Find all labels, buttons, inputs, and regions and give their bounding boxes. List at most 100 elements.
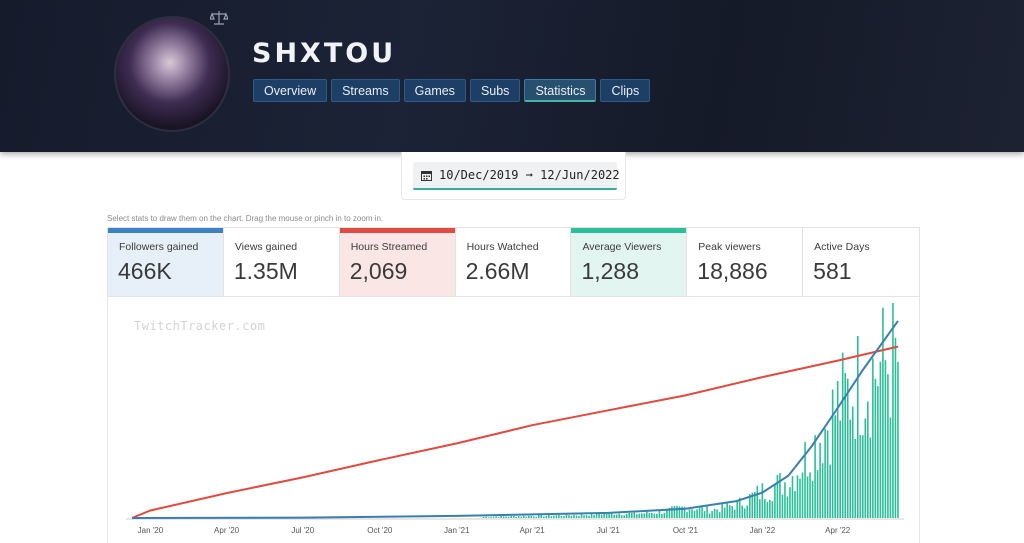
viewers-bar: [686, 512, 688, 518]
viewers-bar: [718, 512, 721, 518]
tab-overview[interactable]: Overview: [253, 79, 328, 102]
tab-subs[interactable]: Subs: [469, 79, 521, 102]
date-range-picker[interactable]: 10/Dec/2019 ➞ 12/Jun/2022: [413, 162, 620, 190]
tab-statistics[interactable]: Statistics: [524, 79, 597, 102]
viewers-bar: [610, 512, 613, 518]
viewers-bar: [485, 516, 487, 518]
viewers-bar: [482, 516, 485, 518]
viewers-bar: [872, 358, 874, 518]
viewers-bar: [512, 516, 515, 518]
viewers-bar: [688, 509, 691, 518]
viewers-bar: [703, 511, 706, 518]
viewers-bar: [864, 418, 867, 518]
viewers-bar: [678, 506, 681, 518]
viewers-bar: [600, 514, 603, 518]
stat-label: Active Days: [814, 241, 870, 253]
viewers-bar: [809, 472, 811, 518]
viewers-bar: [799, 478, 801, 518]
x-tick-label: Jan '20: [138, 526, 164, 535]
channel-tabs: Overview Streams Games Subs Statistics C…: [253, 79, 651, 102]
viewers-bar: [666, 509, 668, 518]
viewers-bar: [738, 497, 741, 518]
stat-hours-streamed[interactable]: Hours Streamed 2,069: [339, 228, 456, 296]
viewers-bar: [844, 372, 847, 518]
viewers-bar: [736, 500, 739, 518]
viewers-bar: [658, 510, 661, 518]
stat-selected-bar: [571, 228, 687, 233]
viewers-bar: [618, 513, 620, 518]
viewers-bar: [563, 516, 565, 518]
viewers-bar: [532, 516, 535, 518]
viewers-bar: [897, 361, 899, 518]
viewers-bar: [733, 509, 736, 518]
viewers-bar: [814, 435, 816, 518]
date-range-text: 10/Dec/2019 ➞ 12/Jun/2022: [439, 168, 620, 182]
viewers-bar: [701, 506, 703, 518]
viewers-bar: [525, 516, 528, 518]
stat-hours-watched[interactable]: Hours Watched 2.66M: [455, 228, 572, 296]
tab-streams[interactable]: Streams: [331, 79, 400, 102]
stat-average-viewers[interactable]: Average Viewers 1,288: [571, 228, 688, 296]
viewers-bar: [804, 441, 806, 518]
chart-canvas[interactable]: Jan '20 Apr '20 Jul '20 Oct '20 Jan '21 Apr '…: [108, 297, 921, 543]
viewers-bar: [651, 512, 653, 518]
date-range-box: 10/Dec/2019 ➞ 12/Jun/2022: [401, 152, 626, 200]
viewers-bar: [555, 515, 558, 518]
tab-games[interactable]: Games: [403, 79, 466, 102]
x-tick-label: Apr '22: [825, 526, 851, 535]
viewers-bar: [560, 515, 563, 518]
viewers-bar: [698, 506, 701, 518]
channel-avatar[interactable]: [114, 16, 230, 132]
stat-followers-gained[interactable]: Followers gained 466K: [108, 228, 224, 296]
stat-views-gained[interactable]: Views gained 1.35M: [223, 228, 340, 296]
channel-header: SHXTOU Overview Streams Games Subs Stati…: [0, 0, 1024, 152]
viewers-bar: [874, 378, 877, 518]
viewers-bar: [706, 505, 708, 518]
viewers-bar: [869, 437, 872, 518]
viewers-bar: [565, 513, 568, 518]
viewers-bar: [502, 516, 505, 518]
viewers-bar: [779, 473, 781, 518]
stat-label: Peak viewers: [698, 241, 761, 253]
stats-chart[interactable]: Jan '20 Apr '20 Jul '20 Oct '20 Jan '21 Apr '…: [107, 297, 920, 543]
channel-name: SHXTOU: [252, 38, 397, 69]
viewers-bar: [643, 513, 646, 518]
tab-clips[interactable]: Clips: [600, 79, 651, 102]
x-tick-label: Jan '22: [750, 526, 776, 535]
viewers-bar: [653, 513, 656, 518]
viewers-bar: [656, 513, 658, 518]
viewers-bar: [776, 474, 779, 518]
stat-peak-viewers[interactable]: Peak viewers 18,886: [687, 228, 804, 296]
viewers-bar: [781, 494, 784, 518]
viewers-bar: [711, 510, 713, 518]
viewers-bar: [826, 430, 829, 518]
viewers-bar: [879, 361, 882, 518]
viewers-bar: [487, 517, 490, 518]
viewers-bar: [862, 435, 864, 518]
stat-active-days[interactable]: Active Days 581: [803, 228, 920, 296]
viewers-bar: [595, 512, 598, 518]
viewers-bar: [613, 514, 615, 518]
viewers-bar: [580, 514, 583, 518]
stat-selected-bar: [339, 228, 455, 233]
viewers-bar: [507, 516, 510, 518]
viewers-bar: [633, 511, 636, 518]
hours-streamed-line: [131, 345, 899, 519]
viewers-bar: [819, 442, 821, 518]
viewers-bar: [769, 499, 771, 518]
scale-icon[interactable]: [210, 10, 228, 26]
viewers-bar: [625, 513, 628, 518]
viewers-bar: [673, 506, 676, 518]
viewers-bar: [743, 508, 746, 518]
viewers-bar: [570, 515, 573, 518]
viewers-bar: [723, 507, 726, 518]
viewers-bar: [831, 389, 834, 518]
x-tick-label: Apr '20: [214, 526, 240, 535]
viewers-bar: [882, 307, 884, 518]
viewers-bar: [681, 506, 683, 518]
viewers-bar: [854, 439, 857, 518]
viewers-bar: [839, 420, 841, 518]
stat-label: Hours Watched: [466, 241, 539, 253]
viewers-bar: [877, 386, 879, 518]
viewers-bar: [713, 508, 716, 518]
